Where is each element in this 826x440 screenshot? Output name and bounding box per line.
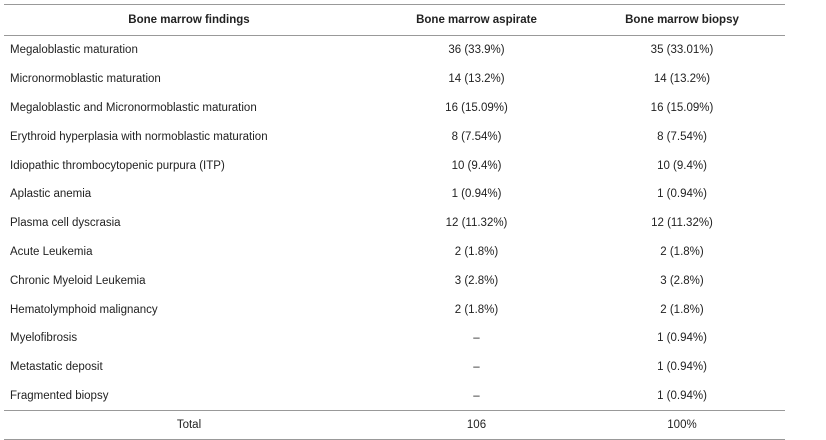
table-cell: 8 (7.54%) [451, 130, 502, 143]
header-row: Bone marrow findings Bone marrow aspirate… [4, 4, 785, 36]
table-cell: 12 (11.32%) [445, 217, 508, 230]
table-row: Aplastic anemia 1 (0.94%) 1 (0.94%) [4, 180, 785, 209]
table-cell: Megaloblastic maturation [10, 44, 138, 57]
table-cell: 2 (1.8%) [660, 245, 704, 258]
table-cell: – [473, 361, 480, 374]
table-cell: 2 (1.8%) [660, 303, 704, 316]
table-cell: Fragmented biopsy [10, 389, 109, 402]
table-row: Chronic Myeloid Leukemia 3 (2.8%) 3 (2.8%) [4, 266, 785, 295]
table-row: Erythroid hyperplasia with normoblastic … [4, 122, 785, 151]
total-cell: 100% [579, 410, 785, 440]
table-cell: Aplastic anemia [10, 188, 92, 201]
table-cell: 3 (2.8%) [660, 274, 704, 287]
table-cell: 12 (11.32%) [651, 217, 713, 230]
table-cell: 2 (1.8%) [454, 245, 499, 258]
table-row: Megaloblastic and Micronormoblastic matu… [4, 94, 785, 123]
table-row: Myelofibrosis – 1 (0.94%) [4, 324, 785, 353]
table-cell: Myelofibrosis [10, 332, 78, 345]
table-cell: 16 (15.09%) [650, 101, 714, 114]
table-row: Acute Leukemia 2 (1.8%) 2 (1.8%) [4, 238, 785, 267]
table-cell: 14 (13.2%) [448, 73, 505, 86]
table-row: Idiopathic thrombocytopenic purpura (ITP… [4, 151, 785, 180]
table-cell: 1 (0.94%) [451, 188, 502, 201]
total-row: Total 106 100% [4, 410, 785, 440]
table-row: Metastatic deposit – 1 (0.94%) [4, 353, 785, 382]
table-cell: 16 (15.09%) [445, 101, 508, 114]
table-cell: 10 (9.4%) [451, 159, 502, 172]
table-cell: 36 (33.9%) [448, 44, 505, 57]
table-cell: 8 (7.54%) [657, 130, 707, 143]
table-row: Plasma cell dyscrasia 12 (11.32%) 12 (11.3… [4, 209, 785, 238]
table-row: Megaloblastic maturation 36 (33.9%) 35 (33… [4, 36, 785, 65]
table-cell: Idiopathic thrombocytopenic purpura (ITP… [10, 159, 225, 172]
table-cell: 1 (0.94%) [657, 389, 707, 402]
table-cell: 3 (2.8%) [454, 274, 499, 287]
table-cell: Metastatic deposit [10, 361, 103, 374]
table-cell: Acute Leukemia [10, 245, 93, 258]
table-cell: 35 (33.01%) [650, 44, 714, 57]
table-row: Hematolymphoid malignancy 2 (1.8%) 2 (1.8%… [4, 295, 785, 324]
table-cell: Erythroid hyperplasia with normoblastic … [10, 130, 268, 143]
table-body: Megaloblastic maturation 36 (33.9%) 35 (33… [4, 36, 785, 440]
table-row: Micronormoblastic maturation 14 (13.2%) 14… [4, 65, 785, 94]
table-cell: Plasma cell dyscrasia [10, 217, 121, 230]
table-cell: 10 (9.4%) [657, 159, 707, 172]
table-cell: Micronormoblastic maturation [10, 73, 161, 86]
total-cell: 106 [374, 410, 579, 440]
table-cell: 2 (1.8%) [454, 303, 499, 316]
total-cell: Total [4, 410, 374, 440]
table-cell: 1 (0.94%) [657, 361, 707, 374]
table-container: Bone marrow findings Bone marrow aspirate… [4, 4, 785, 440]
header-cell: Bone marrow aspirate [374, 4, 579, 36]
table-cell: – [473, 332, 480, 345]
table-cell: Megaloblastic and Micronormoblastic matu… [10, 101, 257, 114]
table-cell: Chronic Myeloid Leukemia [10, 274, 146, 287]
header-cell: Bone marrow biopsy [579, 4, 785, 36]
table-cell: Hematolymphoid malignancy [10, 303, 158, 316]
table-cell: 1 (0.94%) [657, 332, 707, 345]
table-cell: 1 (0.94%) [657, 188, 707, 201]
table-cell: – [473, 389, 480, 402]
header-cell: Bone marrow findings [4, 4, 374, 36]
table-row: Fragmented biopsy – 1 (0.94%) [4, 382, 785, 411]
findings-table: Bone marrow findings Bone marrow aspirate… [4, 4, 785, 440]
table-cell: 14 (13.2%) [653, 73, 711, 86]
